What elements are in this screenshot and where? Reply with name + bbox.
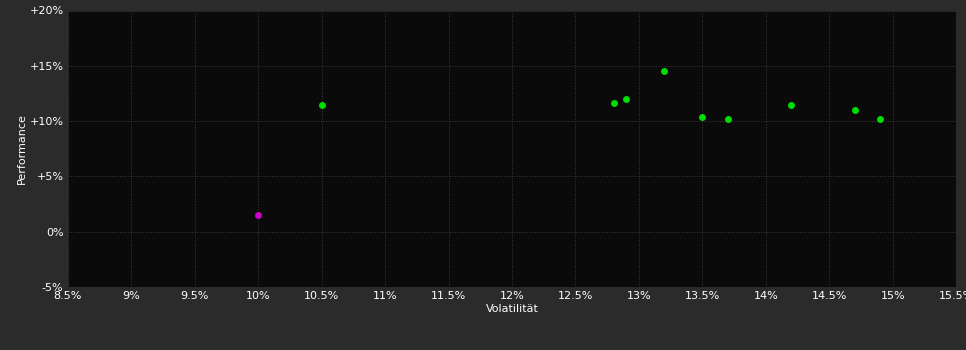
Point [720, 116, 735, 122]
Point [606, 100, 621, 106]
Point [618, 96, 634, 102]
Point [314, 102, 329, 107]
Y-axis label: Performance: Performance [16, 113, 26, 184]
Point [783, 102, 799, 107]
Point [657, 69, 672, 74]
Point [872, 116, 888, 122]
Point [250, 212, 266, 218]
Point [695, 114, 710, 119]
Point [847, 107, 863, 113]
X-axis label: Volatilität: Volatilität [486, 304, 538, 314]
